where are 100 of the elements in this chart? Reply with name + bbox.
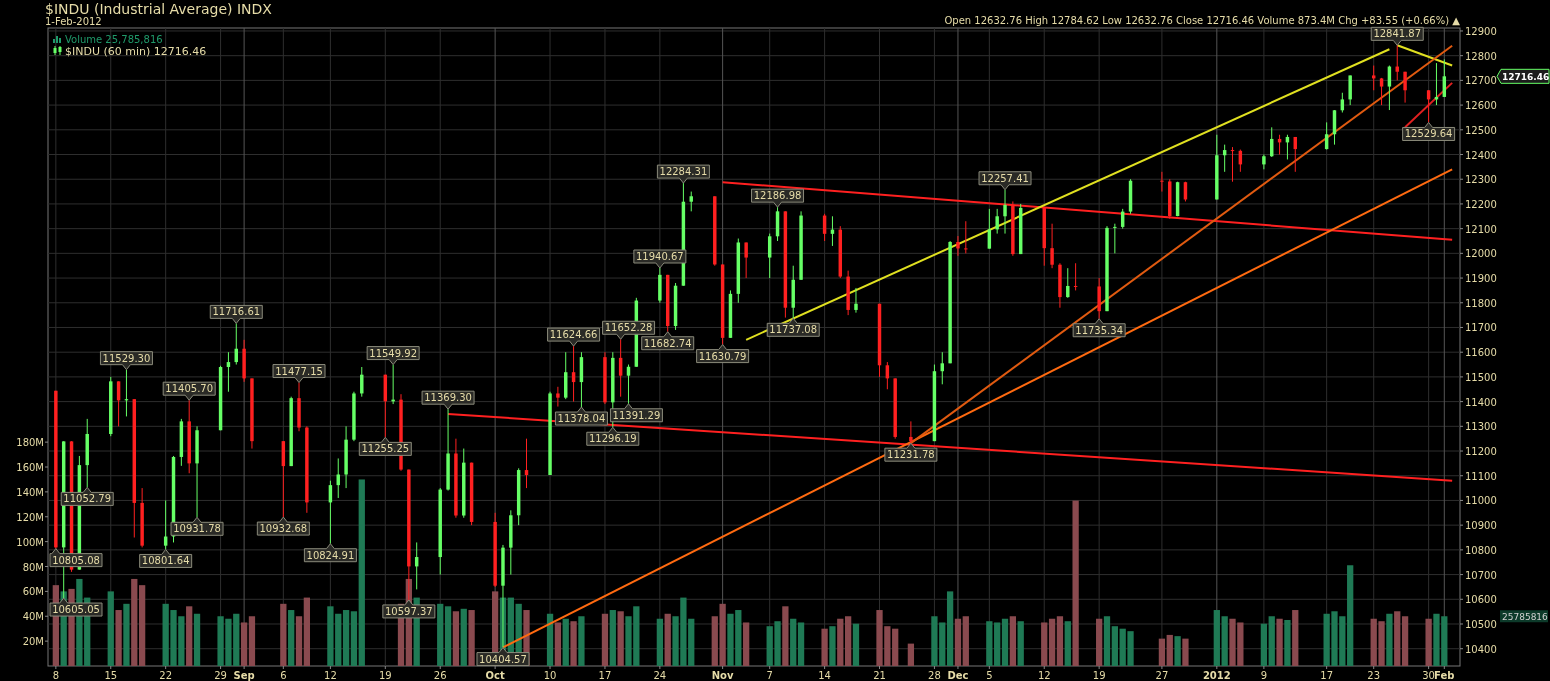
x-tick-label: 21 <box>873 670 886 681</box>
y2-tick-label: 180M <box>16 437 44 449</box>
y-tick-label: 11600 <box>1465 347 1497 359</box>
x-tick-label: 5 <box>986 670 993 681</box>
x-tick-label: 29 <box>214 670 227 681</box>
annotation: 11255.25 <box>361 443 410 455</box>
x-tick-label: Feb <box>1434 670 1455 681</box>
annotation: 11529.30 <box>102 352 151 364</box>
y-tick-label: 12500 <box>1465 124 1497 136</box>
annotation: 11716.61 <box>212 306 261 318</box>
annotation: 12284.31 <box>659 166 708 178</box>
annotation: 12841.87 <box>1373 28 1422 40</box>
x-tick-label: 9 <box>1260 670 1268 681</box>
y-tick-label: 12900 <box>1465 25 1497 37</box>
annotation: 11735.34 <box>1075 324 1124 336</box>
y-tick-label: 12300 <box>1465 174 1497 186</box>
x-tick-label: 17 <box>1320 670 1334 681</box>
x-tick-label: 19 <box>1092 670 1106 681</box>
y-tick-label: 11700 <box>1465 322 1497 334</box>
y2-tick-label: 20M <box>22 636 44 648</box>
y-tick-label: 11300 <box>1465 421 1497 433</box>
y2-tick-label: 140M <box>16 486 44 498</box>
annotation: 11405.70 <box>165 383 214 395</box>
y-tick-label: 12800 <box>1465 50 1497 62</box>
x-tick-label: 17 <box>598 670 612 681</box>
text: 25785816 <box>1502 612 1549 623</box>
y-tick-label: 10900 <box>1465 520 1497 532</box>
annotation: 10931.78 <box>173 523 221 535</box>
annotation: 11737.08 <box>769 324 818 336</box>
x-tick-label: 10 <box>543 670 557 681</box>
annotation: 11378.04 <box>557 413 606 425</box>
x-tick-label: Sep <box>233 670 255 681</box>
y2-tick-label: 120M <box>16 511 44 523</box>
annotation: 11477.15 <box>275 365 323 377</box>
annotation: 11682.74 <box>643 337 692 349</box>
annotation: 11369.30 <box>424 392 472 404</box>
y2-tick-label: 40M <box>22 611 44 623</box>
annotation: 10932.68 <box>259 523 308 535</box>
annotation: 11296.19 <box>588 433 637 445</box>
text: Volume 25,785,816 <box>65 34 163 45</box>
x-tick-label: 12 <box>1037 670 1051 681</box>
y-tick-label: 11000 <box>1465 495 1497 507</box>
x-tick-label: 15 <box>104 670 118 681</box>
x-tick-label: 27 <box>1155 670 1169 681</box>
x-tick-label: Nov <box>711 670 734 681</box>
x-tick-label: 2012 <box>1202 670 1231 681</box>
annotation: 11630.79 <box>698 350 747 362</box>
y-tick-label: 12200 <box>1465 198 1497 210</box>
legend-label: $INDU (60 min) 12716.46 <box>65 45 207 58</box>
annotation: 12529.64 <box>1404 128 1453 140</box>
x-tick-label: 19 <box>378 670 392 681</box>
annotation: 11052.79 <box>63 493 112 505</box>
x-tick-label: 6 <box>280 670 287 681</box>
x-tick-label: 26 <box>433 670 447 681</box>
y-tick-label: 10800 <box>1465 544 1497 556</box>
x-tick-label: 14 <box>818 670 831 681</box>
y-tick-label: 12700 <box>1465 75 1497 87</box>
y-tick-label: 12600 <box>1465 100 1497 112</box>
x-tick-label: Oct <box>485 670 505 681</box>
annotation: 11652.28 <box>604 322 653 334</box>
text: Open 12632.76 High 12784.62 Low 12632.76 Close 12716.46 Volume 873.4M Chg +83.55 (+0.66%) ▲ <box>944 15 1461 26</box>
y2-tick-label: 60M <box>22 586 44 598</box>
annotation: 11549.92 <box>369 347 418 359</box>
annotation: 12186.98 <box>753 190 802 202</box>
annotation: 10605.05 <box>52 604 100 616</box>
y2-tick-label: 100M <box>16 536 44 548</box>
y-tick-label: 11400 <box>1465 396 1497 408</box>
y-tick-label: 11800 <box>1465 297 1497 309</box>
y-tick-label: 10500 <box>1465 618 1497 630</box>
y-tick-label: 10600 <box>1465 594 1497 606</box>
y-tick-label: 11900 <box>1465 273 1497 285</box>
x-tick-label: 24 <box>653 670 667 681</box>
x-tick-label: 12 <box>324 670 337 681</box>
y-tick-label: 11500 <box>1465 371 1497 383</box>
x-tick-label: 22 <box>159 670 173 681</box>
y-tick-label: 10400 <box>1465 643 1497 655</box>
annotation: 12257.41 <box>981 172 1029 184</box>
annotation: 10597.37 <box>384 605 433 617</box>
annotation: 10404.57 <box>479 653 527 665</box>
y2-tick-label: 80M <box>22 561 44 573</box>
y-tick-label: 12100 <box>1465 223 1497 235</box>
chart-title: $INDU (Industrial Average) INDX <box>45 1 273 17</box>
annotation: 11624.66 <box>549 329 598 341</box>
y-tick-label: 12000 <box>1465 248 1497 260</box>
y-tick-label: 10700 <box>1465 569 1497 581</box>
y-tick-label: 11100 <box>1465 470 1497 482</box>
y-tick-label: 12400 <box>1465 149 1497 161</box>
text: 12716.46 <box>1502 72 1550 83</box>
x-tick-label: 7 <box>766 670 773 681</box>
annotation: 10805.08 <box>52 554 100 566</box>
annotation: 11231.78 <box>887 449 935 461</box>
annotation: 10824.91 <box>306 549 355 561</box>
x-tick-label: Dec <box>947 670 969 681</box>
chart-subtitle: 1-Feb-2012 <box>45 16 102 27</box>
x-tick-label: 8 <box>52 670 60 681</box>
annotation: 11940.67 <box>636 251 684 263</box>
x-tick-label: 30 <box>1422 670 1435 681</box>
y2-tick-label: 160M <box>16 462 44 474</box>
x-tick-label: 23 <box>1367 670 1381 681</box>
annotation: 10801.64 <box>141 555 190 567</box>
